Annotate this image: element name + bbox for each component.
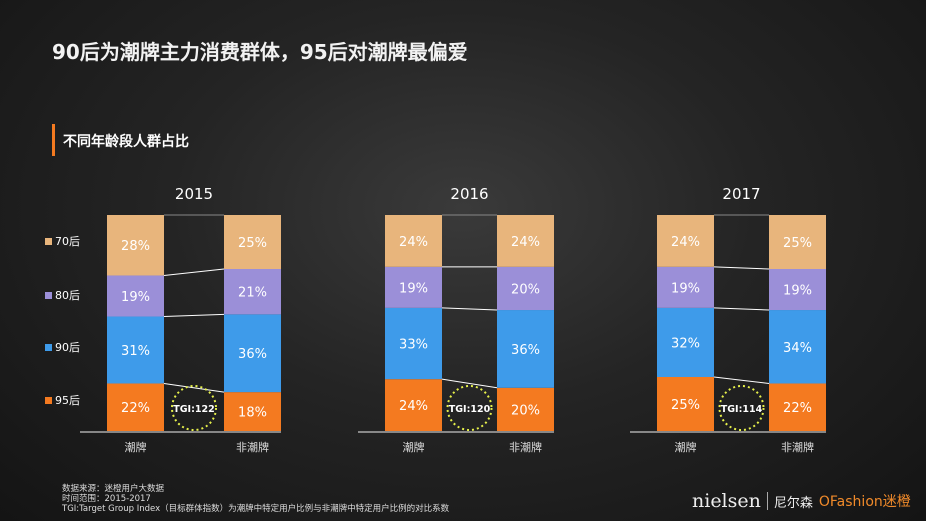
data-label: 34% [783, 341, 812, 356]
legend-swatch-90后 [45, 344, 52, 351]
footer-note: TGI:Target Group Index（目标群体指数）为潮牌中特定用户比例… [62, 504, 450, 514]
bar-segment-潮牌-80后 [657, 266, 714, 308]
bar-segment-潮牌-90后 [107, 316, 164, 384]
logo-divider [766, 492, 768, 510]
footer-source: 数据来源：迷橙用户大数据 [62, 484, 165, 494]
bar-segment-潮牌-70后 [657, 215, 714, 267]
chart-subtitle: 不同年龄段人群占比 [63, 134, 189, 150]
bar-segment-潮牌-90后 [657, 307, 714, 377]
tgi-circle [718, 385, 765, 431]
bar-segment-非潮牌-95后 [769, 383, 826, 431]
tgi-circle [171, 385, 217, 431]
category-label: 潮牌 [125, 440, 147, 454]
category-label: 非潮牌 [781, 440, 814, 454]
tgi-circle [446, 385, 493, 431]
subtitle-accent-bar [52, 124, 55, 156]
segment-connector [441, 378, 498, 389]
category-label: 非潮牌 [236, 440, 269, 454]
data-label: 19% [671, 281, 700, 296]
panel-year-title: 2017 [722, 185, 760, 203]
nielsen-logo: nielsen [692, 490, 761, 512]
tgi-label: TGI:120 [449, 404, 491, 415]
data-label: 22% [121, 401, 150, 416]
logos: nielsen 尼尔森 OFashion迷橙 [692, 490, 911, 512]
panel-year-title: 2016 [450, 185, 488, 203]
category-label: 潮牌 [403, 440, 425, 454]
data-label: 24% [511, 235, 540, 250]
legend-swatch-80后 [45, 292, 52, 299]
segment-connector [163, 382, 225, 393]
data-label: 28% [121, 239, 150, 254]
category-label: 非潮牌 [509, 440, 542, 454]
legend-swatch-70后 [45, 238, 52, 245]
data-label: 36% [511, 343, 540, 358]
bar-segment-潮牌-80后 [107, 275, 164, 317]
panel-year-title: 2015 [175, 185, 213, 203]
data-label: 36% [238, 347, 267, 362]
bar-segment-非潮牌-80后 [497, 266, 554, 311]
legend-label: 80后 [55, 289, 80, 302]
tgi-label: TGI:122 [173, 404, 214, 415]
segment-connector [163, 313, 225, 318]
data-label: 19% [783, 284, 812, 299]
bar-segment-非潮牌-95后 [497, 387, 554, 431]
legend-label: 70后 [55, 235, 80, 248]
bar-segment-非潮牌-90后 [224, 314, 281, 393]
legend-label: 90后 [55, 341, 80, 354]
data-label: 25% [238, 236, 267, 251]
bar-segment-非潮牌-80后 [769, 269, 826, 311]
data-label: 21% [238, 286, 267, 301]
bar-segment-潮牌-95后 [385, 379, 442, 431]
bar-segment-非潮牌-95后 [224, 392, 281, 431]
nielsen-cn-logo: 尼尔森 [773, 495, 813, 511]
data-label: 22% [783, 401, 812, 416]
bar-segment-潮牌-70后 [385, 215, 442, 267]
bar-segment-非潮牌-90后 [497, 310, 554, 388]
bar-segment-非潮牌-70后 [497, 215, 554, 267]
bar-segment-非潮牌-70后 [769, 215, 826, 269]
bar-segment-潮牌-90后 [385, 307, 442, 380]
data-label: 25% [783, 236, 812, 251]
segment-connector [163, 268, 225, 276]
ofashion-logo: OFashion迷橙 [818, 494, 911, 510]
bar-segment-潮牌-80后 [385, 266, 442, 308]
data-label: 24% [399, 235, 428, 250]
footer-notes: 数据来源：迷橙用户大数据 时间范围：2015-2017 TGI:Target G… [62, 484, 449, 514]
data-label: 20% [511, 403, 540, 418]
data-label: 19% [399, 281, 428, 296]
data-label: 32% [671, 336, 700, 351]
bar-segment-非潮牌-80后 [224, 269, 281, 315]
bar-segment-非潮牌-90后 [769, 310, 826, 384]
bar-segment-潮牌-95后 [657, 377, 714, 431]
legend-swatch-95后 [45, 397, 52, 404]
legend-label: 95后 [55, 394, 80, 407]
segment-connector [441, 307, 498, 311]
segment-connector [713, 307, 770, 311]
bar-segment-潮牌-95后 [107, 383, 164, 431]
data-label: 19% [121, 290, 150, 305]
page-title: 90后为潮牌主力消费群体，95后对潮牌最偏爱 [52, 40, 468, 64]
data-label: 20% [511, 282, 540, 297]
data-label: 25% [671, 398, 700, 413]
segment-connector [713, 376, 770, 384]
footer-period: 时间范围：2015-2017 [62, 494, 151, 504]
bar-segment-非潮牌-70后 [224, 215, 281, 269]
tgi-label: TGI:114 [721, 404, 763, 415]
data-label: 24% [399, 399, 428, 414]
data-label: 31% [121, 344, 150, 359]
data-label: 18% [238, 406, 267, 421]
bar-segment-潮牌-70后 [107, 215, 164, 276]
data-label: 33% [399, 338, 428, 353]
segment-connector [713, 266, 770, 270]
category-label: 潮牌 [675, 440, 697, 454]
data-label: 24% [671, 235, 700, 250]
